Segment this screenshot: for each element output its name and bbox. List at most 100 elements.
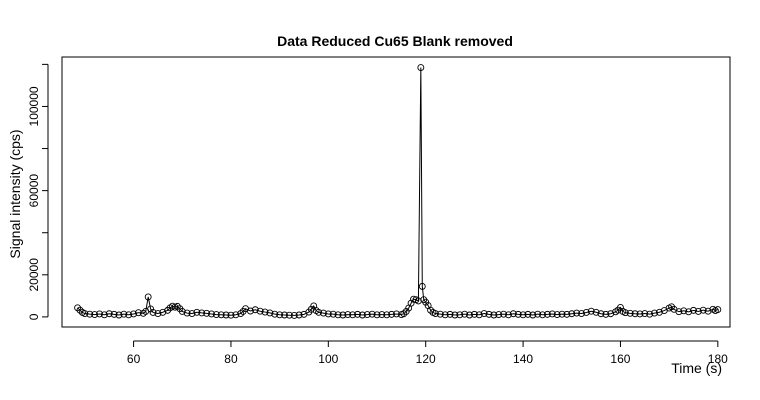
x-tick-label: 60 (127, 352, 141, 366)
y-axis: 0 20000 60000 100000 (27, 63, 49, 320)
data-point (358, 311, 366, 319)
data-point (631, 310, 639, 318)
data-point (558, 310, 566, 318)
data-point (74, 304, 82, 312)
data-point (592, 308, 600, 316)
data-point (553, 311, 561, 319)
data-point (431, 310, 439, 317)
data-point (436, 310, 444, 318)
data-point (86, 310, 94, 318)
data-point (125, 311, 133, 319)
data-point (324, 310, 332, 318)
data-point (485, 310, 493, 318)
data-point (418, 282, 426, 290)
data-point (529, 311, 537, 319)
data-point (198, 309, 206, 317)
data-point (147, 305, 155, 313)
data-point (568, 310, 576, 318)
data-point (76, 306, 84, 314)
data-point (480, 310, 488, 317)
data-point (393, 310, 400, 318)
data-point (378, 311, 386, 319)
x-axis: 60 80 100 120 140 160 180 (127, 340, 728, 366)
data-point (500, 310, 508, 318)
data-point (524, 310, 532, 318)
data-point (680, 307, 688, 315)
data-point (383, 311, 391, 319)
data-point (290, 311, 298, 319)
data-point (266, 309, 274, 317)
x-tick-label: 120 (416, 352, 436, 366)
data-point (685, 308, 693, 316)
x-tick-label: 140 (513, 352, 533, 366)
data-point (368, 310, 376, 318)
data-point (602, 310, 610, 318)
x-tick-label: 160 (610, 352, 630, 366)
data-point (694, 307, 702, 315)
data-point (417, 64, 425, 71)
data-point (646, 310, 654, 318)
data-point (490, 311, 498, 319)
data-point (110, 310, 118, 318)
data-point (597, 310, 605, 318)
data-point (344, 311, 352, 319)
data-point (91, 311, 99, 319)
series-line (77, 67, 719, 316)
data-point (539, 311, 546, 319)
y-tick-label: 60000 (27, 174, 41, 208)
data-point (130, 310, 138, 318)
data-point (578, 310, 585, 317)
data-point (178, 307, 186, 315)
data-point (232, 311, 240, 319)
data-point (675, 308, 683, 316)
data-point (427, 306, 435, 314)
data-point (410, 295, 417, 303)
data-point (173, 302, 181, 310)
data-point (261, 308, 269, 316)
data-point (159, 308, 167, 316)
data-point (212, 311, 220, 319)
y-tick-label: 100000 (27, 86, 41, 126)
data-point (227, 311, 235, 319)
data-point (154, 310, 162, 317)
data-point (373, 311, 381, 319)
data-point (100, 311, 108, 319)
data-point (505, 311, 512, 319)
data-point (115, 311, 123, 319)
data-point (636, 310, 644, 318)
data-point (655, 308, 663, 316)
data-point (441, 311, 449, 319)
x-tick-label: 100 (318, 352, 338, 366)
series-group (74, 64, 722, 319)
data-point (120, 310, 128, 318)
data-point (188, 310, 196, 317)
data-point (704, 307, 712, 315)
data-point (548, 310, 556, 318)
data-point (388, 310, 396, 318)
data-point (134, 309, 142, 317)
y-axis-label: Signal intensity (cps) (7, 129, 23, 258)
data-point (276, 311, 284, 319)
data-point (329, 310, 337, 318)
data-point (470, 310, 478, 318)
data-point (281, 311, 288, 319)
data-point (626, 309, 634, 317)
chart-title: Data Reduced Cu65 Blank removed (277, 33, 513, 49)
data-point (193, 308, 201, 316)
data-point (495, 311, 503, 319)
data-point (446, 310, 454, 318)
data-point (349, 311, 357, 319)
data-point (144, 293, 152, 301)
data-point (456, 311, 464, 319)
data-point (285, 311, 293, 319)
data-point (509, 310, 517, 318)
data-point (451, 311, 459, 319)
data-point (543, 310, 551, 318)
plot-frame (61, 56, 731, 328)
data-point (400, 310, 408, 318)
y-tick-label: 20000 (27, 258, 41, 292)
data-point (320, 309, 327, 317)
data-point (334, 311, 342, 319)
data-point (96, 310, 103, 318)
